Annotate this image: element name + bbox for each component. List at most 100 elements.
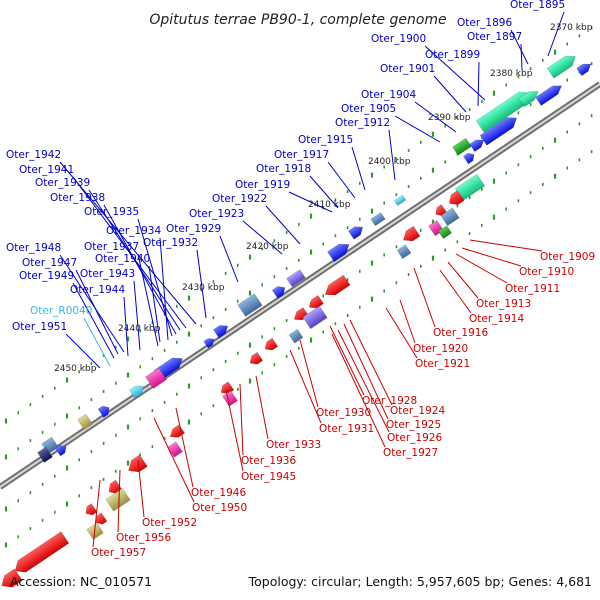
gene-label[interactable]: Oter_1950 xyxy=(192,502,247,514)
gene-label[interactable]: Oter_1899 xyxy=(425,49,480,61)
gene-reverse-arrow xyxy=(128,454,148,473)
gene-label[interactable]: Oter_1897 xyxy=(467,31,522,43)
gene-label[interactable]: Oter_1943 xyxy=(80,268,135,280)
gene-label[interactable]: Oter_1935 xyxy=(84,206,139,218)
gene-label[interactable]: Oter_1932 xyxy=(143,237,198,249)
kbp-label: 2420 kbp xyxy=(246,242,289,252)
gene-label[interactable]: Oter_1942 xyxy=(6,149,61,161)
gene-label[interactable]: Oter_1929 xyxy=(166,223,221,235)
gene-label[interactable]: Oter_1905 xyxy=(341,103,396,115)
gene-label[interactable]: Oter_1919 xyxy=(235,179,290,191)
gene-label[interactable]: Oter_1917 xyxy=(274,149,329,161)
gene-forward-arrow xyxy=(535,85,563,106)
gene-label[interactable]: Oter_1916 xyxy=(433,327,488,339)
gene-label[interactable]: Oter_1901 xyxy=(380,63,435,75)
gene-label[interactable]: Oter_1909 xyxy=(540,251,595,263)
gene-label[interactable]: Oter_1923 xyxy=(189,208,244,220)
gene-label[interactable]: Oter_1900 xyxy=(371,33,426,45)
gene-box xyxy=(288,328,304,344)
gene-label[interactable]: Oter_1941 xyxy=(19,164,74,176)
gene-label[interactable]: Oter_1947 xyxy=(22,257,77,269)
gene-label[interactable]: Oter_1945 xyxy=(241,471,296,483)
leader-line xyxy=(447,261,479,299)
gene-label[interactable]: Oter_1957 xyxy=(91,547,146,559)
leader-line xyxy=(153,417,195,503)
gene-label[interactable]: Oter_1938 xyxy=(50,192,105,204)
gene-label[interactable]: Oter_1913 xyxy=(476,298,531,310)
gene-label[interactable]: Oter_1930 xyxy=(316,407,371,419)
gene-label[interactable]: Oter_1933 xyxy=(266,439,321,451)
gene-label[interactable]: Oter_1939 xyxy=(35,177,90,189)
kbp-label: 2380 kbp xyxy=(490,69,533,79)
gene-label[interactable]: Oter_1927 xyxy=(383,447,438,459)
leader-line xyxy=(388,129,396,181)
gene-label[interactable]: Oter_1895 xyxy=(510,0,565,11)
gene-label[interactable]: Oter_1925 xyxy=(386,419,441,431)
gene-label[interactable]: Oter_1896 xyxy=(457,17,512,29)
leader-line xyxy=(477,61,480,107)
gene-box xyxy=(437,225,453,239)
leader-line xyxy=(351,146,366,191)
gene-label[interactable]: Oter_1956 xyxy=(116,532,171,544)
kbp-label: 2370 kbp xyxy=(550,23,593,33)
gene-label[interactable]: Oter_1931 xyxy=(319,423,374,435)
leader-line xyxy=(137,253,159,347)
leader-line xyxy=(72,282,115,359)
gene-box xyxy=(145,367,167,389)
gene-label[interactable]: Oter_1904 xyxy=(361,89,416,101)
leader-line xyxy=(329,325,365,396)
gene-label[interactable]: Oter_1952 xyxy=(142,517,197,529)
plus-strand-labels: Oter_1895 Oter_1896 Oter_1897 Oter_1900 Oter… xyxy=(6,0,565,333)
gene-label[interactable]: Oter_1912 xyxy=(335,117,390,129)
leader-line xyxy=(239,383,244,456)
leader-line xyxy=(225,389,244,472)
gene-label[interactable]: Oter_1940 xyxy=(95,253,150,265)
gene-label[interactable]: Oter_1926 xyxy=(387,432,442,444)
gene-label[interactable]: Oter_1948 xyxy=(6,242,61,254)
gene-label[interactable]: Oter_1918 xyxy=(256,163,311,175)
gene-reverse-arrow xyxy=(448,190,465,206)
leader-line xyxy=(219,235,239,283)
gene-label[interactable]: Oter_1915 xyxy=(298,134,353,146)
gene-box xyxy=(370,212,386,227)
gene-label[interactable]: Oter_1924 xyxy=(390,405,445,417)
gene-label[interactable]: Oter_1946 xyxy=(191,487,246,499)
kbp-label: 2430 kbp xyxy=(182,283,225,293)
gene-reverse-arrow xyxy=(169,424,185,438)
gene-label[interactable]: Oter_1928 xyxy=(362,395,417,407)
gene-label[interactable]: Oter_1949 xyxy=(19,270,74,282)
leader-line xyxy=(59,161,197,325)
gene-label[interactable]: Oter_1920 xyxy=(413,343,468,355)
minus-strand-labels: Oter_1909 Oter_1910 Oter_1911 Oter_1913 Oter… xyxy=(91,251,595,559)
gene-label[interactable]: Oter_1921 xyxy=(415,358,470,370)
leader-line xyxy=(469,239,543,252)
leader-line xyxy=(461,247,522,267)
gene-label[interactable]: Oter_1922 xyxy=(212,193,267,205)
leader-line xyxy=(196,249,207,319)
gene-label[interactable]: Oter_1944 xyxy=(70,284,125,296)
leader-line xyxy=(123,296,129,357)
leader-line xyxy=(175,407,194,488)
gene-forward-arrow xyxy=(203,338,215,349)
gene-label[interactable]: Oter_1910 xyxy=(519,266,574,278)
gene-forward-arrow xyxy=(546,55,576,79)
gene-label[interactable]: Oter_1937 xyxy=(84,241,139,253)
gene-box xyxy=(396,244,412,259)
gene-label[interactable]: Oter_1911 xyxy=(505,283,560,295)
leader-line xyxy=(547,11,565,57)
gene-box xyxy=(440,207,460,226)
gene-box xyxy=(222,390,238,407)
leader-line xyxy=(148,265,161,343)
gene-box xyxy=(302,305,328,330)
gene-forward-arrow xyxy=(97,405,110,418)
gene-label[interactable]: Oter_1914 xyxy=(469,313,524,325)
gene-label[interactable]: Oter_1936 xyxy=(241,455,296,467)
gene-label[interactable]: Oter_R0040 xyxy=(30,305,92,317)
gene-box xyxy=(286,269,306,288)
gene-box xyxy=(393,194,407,206)
leader-line xyxy=(520,43,523,71)
gene-forward-arrow xyxy=(271,286,286,299)
gene-label[interactable]: Oter_1934 xyxy=(106,225,161,237)
gene-label[interactable]: Oter_1951 xyxy=(12,321,67,333)
